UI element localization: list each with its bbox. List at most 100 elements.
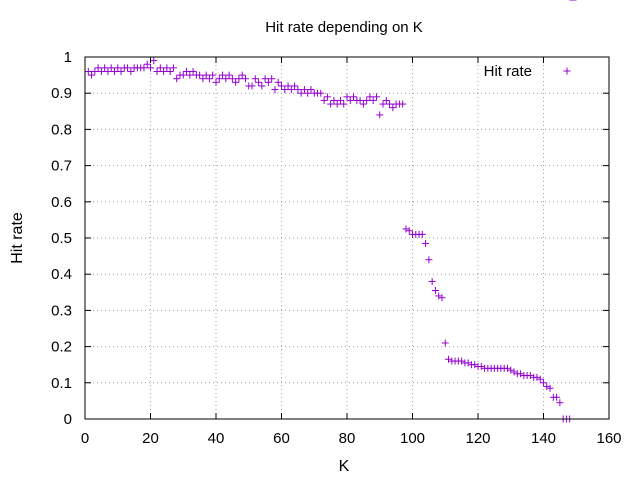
data-point xyxy=(173,75,181,83)
data-point xyxy=(369,96,377,104)
data-point xyxy=(264,78,272,86)
data-point xyxy=(425,256,433,264)
y-tick-label: 0.1 xyxy=(51,375,72,392)
data-point xyxy=(189,67,197,75)
data-point xyxy=(241,75,249,83)
data-point xyxy=(215,75,223,83)
data-point xyxy=(471,361,479,369)
data-point xyxy=(546,384,554,392)
data-point xyxy=(251,75,259,83)
data-point xyxy=(228,75,236,83)
data-point xyxy=(333,100,341,108)
data-point xyxy=(526,372,534,380)
data-point xyxy=(166,67,174,75)
data-point xyxy=(458,357,466,365)
data-point xyxy=(428,277,436,285)
data-point xyxy=(327,100,335,108)
data-point xyxy=(196,71,204,79)
y-tick-label: 0.4 xyxy=(51,266,72,283)
y-tick-label: 0 xyxy=(64,411,72,428)
data-point xyxy=(219,71,227,79)
data-point xyxy=(261,75,269,83)
data-point xyxy=(88,71,96,79)
data-point xyxy=(435,292,443,300)
data-point xyxy=(127,67,135,75)
data-point xyxy=(507,366,515,374)
data-point xyxy=(540,379,547,387)
data-point xyxy=(477,363,485,371)
x-tick-label: 160 xyxy=(596,430,621,447)
y-tick-label: 0.9 xyxy=(51,85,72,102)
data-point xyxy=(97,67,105,75)
data-point xyxy=(422,239,430,247)
data-point xyxy=(147,64,154,72)
plot-frame xyxy=(84,56,610,420)
data-point xyxy=(379,100,387,108)
data-point xyxy=(209,71,217,79)
x-tick-label: 40 xyxy=(208,430,225,447)
data-point xyxy=(278,82,285,90)
data-point xyxy=(307,86,315,94)
x-tick-label: 140 xyxy=(531,430,556,447)
data-point xyxy=(287,86,295,94)
data-point xyxy=(304,89,312,97)
data-point xyxy=(179,71,187,79)
y-tick-label: 0.6 xyxy=(51,194,72,211)
y-tick-label: 0.5 xyxy=(51,230,72,247)
data-point xyxy=(101,64,109,72)
data-point xyxy=(150,57,158,65)
data-point xyxy=(372,93,380,101)
data-point xyxy=(389,104,397,112)
legend-label: Hit rate xyxy=(484,63,532,80)
data-point xyxy=(271,86,279,94)
data-point xyxy=(363,96,371,104)
data-point xyxy=(517,370,525,378)
data-point xyxy=(386,100,394,108)
data-point xyxy=(199,75,207,83)
legend-marker-symbol xyxy=(563,67,571,75)
data-point xyxy=(107,64,115,72)
data-point xyxy=(553,393,561,401)
legend: Hit rate xyxy=(484,63,571,80)
data-point xyxy=(163,64,171,72)
data-point xyxy=(284,82,292,90)
data-point xyxy=(366,93,374,101)
data-point xyxy=(350,93,358,101)
data-point xyxy=(294,86,302,94)
data-point xyxy=(225,71,233,79)
data-point xyxy=(205,75,213,83)
data-point xyxy=(297,89,305,97)
data-point xyxy=(274,78,282,86)
data-point xyxy=(153,67,161,75)
data-point xyxy=(114,64,122,72)
data-point xyxy=(323,93,331,101)
data-point xyxy=(536,375,544,383)
x-axis-label: K xyxy=(339,458,350,475)
data-point xyxy=(382,96,390,104)
x-tick-label: 80 xyxy=(339,430,356,447)
legend-marker xyxy=(563,67,571,75)
data-point xyxy=(330,96,338,104)
grid xyxy=(85,57,609,419)
data-point xyxy=(445,355,453,363)
data-point xyxy=(300,86,308,94)
x-tick-label: 100 xyxy=(400,430,425,447)
data-point xyxy=(248,82,256,90)
data-point xyxy=(376,111,384,119)
data-point xyxy=(94,64,102,72)
data-point xyxy=(202,71,210,79)
data-point xyxy=(320,96,328,104)
x-tick-label: 120 xyxy=(465,430,490,447)
data-point xyxy=(438,294,446,302)
data-point xyxy=(291,82,299,90)
x-tick-label: 60 xyxy=(273,430,290,447)
data-point xyxy=(110,67,118,75)
chart-title: Hit rate depending on K xyxy=(265,19,423,36)
data-point xyxy=(503,364,511,372)
data-point xyxy=(510,368,518,376)
data-point xyxy=(340,100,348,108)
data-point xyxy=(222,75,230,83)
data-point xyxy=(140,64,148,72)
data-point xyxy=(183,67,191,75)
y-tick-label: 0.7 xyxy=(51,158,72,175)
